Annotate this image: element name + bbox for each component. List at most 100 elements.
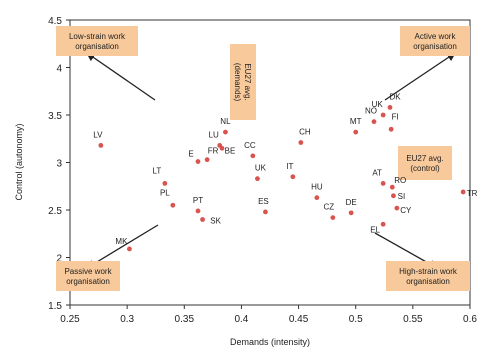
annotation-box [400,26,470,56]
point-label-lt: LT [152,166,161,175]
x-tick-label: 0.55 [403,314,423,325]
point-label-fi: FI [392,112,399,121]
point-label-nl: NL [220,117,231,126]
point-uk [380,112,386,118]
x-tick-label: 0.35 [175,314,195,325]
point-ro [389,184,395,190]
annotation-text: Passive work [64,267,112,276]
point-mk [127,246,132,252]
annotation-text: EU27 avg.(demands) [233,63,252,102]
point-label-hu: HU [311,183,323,192]
annotation-eu27-control: EU27 avg.(control) [398,146,452,180]
point-label-lv: LV [93,130,103,139]
arrow-active [384,52,457,101]
x-tick-label: 0.5 [349,314,363,325]
point-sk [200,217,205,222]
point-label-cy: CY [400,206,412,215]
y-tick-label: 4 [56,64,62,75]
point-fr [204,157,210,163]
point-label-pt: PT [193,196,203,205]
point-lt [162,181,168,186]
point-label-ro: RO [394,176,406,185]
point-label-cz: CZ [324,203,335,212]
annotation-text: Low-strain work [69,32,126,41]
point-si [391,193,396,199]
point-label-it: IT [286,162,293,171]
y-tick-label: 2 [56,254,62,265]
y-tick-label: 3 [56,159,62,170]
x-tick-label: 0.6 [463,314,477,325]
x-tick-label: 0.3 [120,314,134,325]
point-e [195,159,201,164]
point-mt [353,129,359,135]
point-label-uk: UK [372,100,384,109]
point-de [348,210,354,216]
x-axis-label: Demands (intensity) [230,337,310,347]
point-label-mt: MT [350,117,362,126]
point-label-el: EL [370,225,380,234]
annotation-text: (control) [410,164,440,173]
point-uk [255,176,260,182]
x-tick-label: 0.25 [60,314,80,325]
point-label-at: AT [372,168,382,177]
annotation-text: EU27 avg. [406,154,443,163]
y-tick-label: 2.5 [48,206,62,217]
point-lv [98,143,104,148]
point-hu [314,195,320,201]
point-at [380,181,386,186]
annotation-box [56,261,120,291]
y-tick-label: 1.5 [48,301,62,312]
point-label-no: NO [365,107,377,116]
point-fi [388,126,394,132]
x-tick-label: 0.45 [289,314,309,325]
annotation-eu27-demands: EU27 avg.(demands) [230,44,256,120]
point-label-tr: TR [467,189,478,198]
annotation-text: organisation [413,42,457,51]
annotation-box [230,44,256,120]
point-ch [298,140,304,145]
point-pt [195,208,201,214]
point-label-mk: MK [115,237,128,246]
point-dk [387,105,393,110]
point-it [290,174,296,180]
annotation-text: organisation [66,277,110,286]
point-tr [460,189,466,195]
arrow-low-strain [85,52,156,101]
point-label-sk: SK [210,217,221,226]
point-cy [394,205,400,211]
y-tick-label: 4.5 [48,16,62,27]
point-label-es: ES [258,197,269,206]
point-label-dk: DK [389,92,401,101]
annotation-text: organisation [406,277,450,286]
arrow-passive [85,224,159,269]
point-cc [250,153,256,159]
point-label-e: E [188,150,193,159]
y-axis-label: Control (autonomy) [14,123,24,200]
point-be [219,145,225,151]
point-label-lu: LU [209,130,219,139]
point-no [371,119,377,125]
point-label-be: BE [225,146,236,155]
y-tick-label: 3.5 [48,111,62,122]
point-es [263,209,268,215]
annotation-box [56,26,138,56]
point-label-uk: UK [255,164,267,173]
annotation-text: organisation [75,42,119,51]
point-label-cc: CC [244,141,256,150]
point-label-pl: PL [160,188,170,197]
point-label-si: SI [398,192,406,201]
annotation-text: Active work [415,32,457,41]
point-nl [223,129,228,135]
point-label-ch: CH [299,128,311,137]
annotation-box [398,146,452,180]
point-el [380,221,386,227]
point-label-fr: FR [208,147,219,156]
point-cz [330,215,336,221]
annotation-text: High-strain work [399,267,458,276]
annotation-box [386,261,470,291]
